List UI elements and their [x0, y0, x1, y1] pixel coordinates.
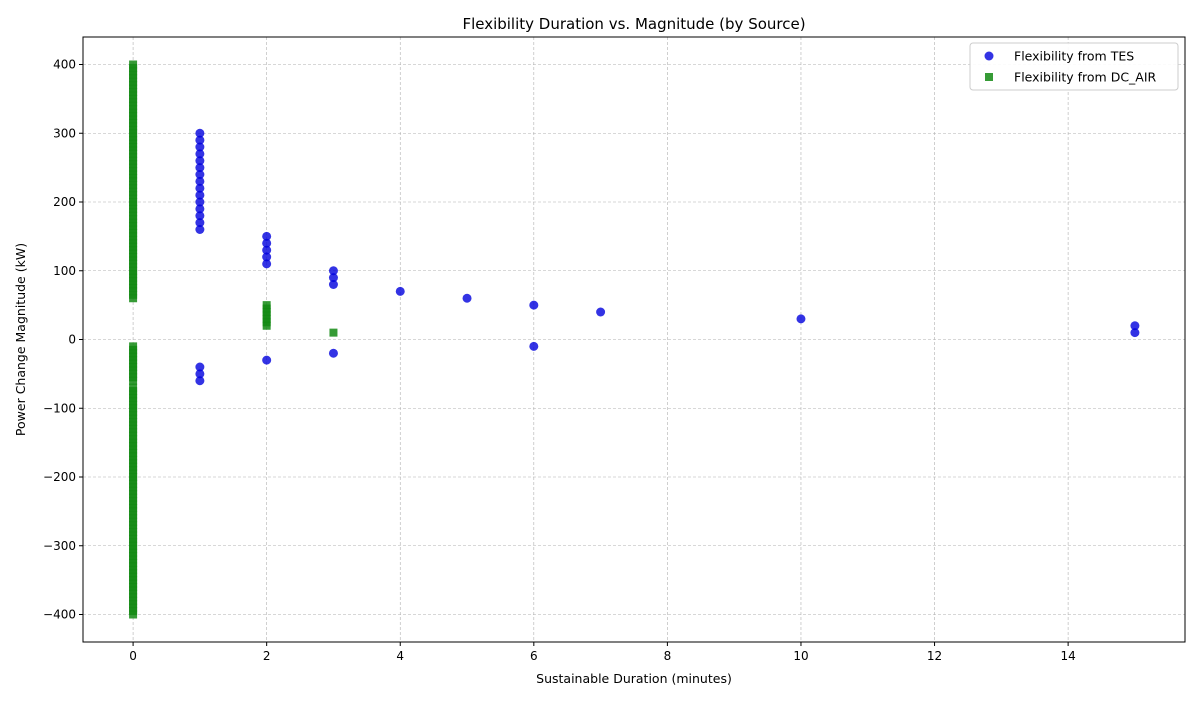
y-tick-label: 400 [53, 58, 76, 72]
y-tick-label: −200 [43, 470, 76, 484]
y-tick-label: 300 [53, 126, 76, 140]
legend: Flexibility from TES Flexibility from DC_… [969, 42, 1179, 91]
x-tick-label: 2 [263, 649, 271, 663]
data-point [262, 355, 272, 365]
data-point [195, 176, 205, 186]
data-point [262, 238, 272, 248]
data-point [195, 218, 205, 228]
data-point [129, 376, 138, 385]
data-point [195, 170, 205, 179]
x-axis-title: Sustainable Duration (minutes) [536, 671, 732, 686]
x-tick-label: 8 [664, 649, 672, 663]
data-point [195, 183, 205, 193]
data-point [195, 128, 205, 138]
data-point [329, 328, 338, 337]
x-tick-label: 4 [396, 649, 404, 663]
series-dc-air [129, 60, 338, 619]
data-point [195, 190, 205, 200]
grid-layer [83, 37, 1185, 642]
data-point [195, 211, 205, 221]
data-point [395, 286, 405, 296]
x-tick-label: 6 [530, 649, 538, 663]
data-point [328, 280, 338, 289]
y-axis-title: Power Change Magnitude (kW) [13, 243, 28, 436]
data-point [262, 245, 272, 255]
data-point [596, 307, 606, 317]
y-tick-label: 100 [53, 264, 76, 278]
legend-marker-square [985, 73, 993, 81]
data-point [195, 163, 205, 173]
data-point [195, 369, 205, 379]
data-point [462, 293, 472, 303]
y-tick-label: −400 [43, 608, 76, 622]
y-tick-label: −100 [43, 401, 76, 415]
chart-title: Flexibility Duration vs. Magnitude (by S… [462, 15, 805, 33]
y-tick-label: −300 [43, 539, 76, 553]
data-point [262, 259, 272, 269]
legend-label: Flexibility from TES [1014, 49, 1134, 64]
points-layer [129, 60, 1140, 619]
data-point [262, 231, 272, 241]
data-point [529, 341, 539, 351]
y-tick-label: 200 [53, 195, 76, 209]
data-point [328, 273, 338, 283]
data-point [195, 142, 205, 152]
data-point [262, 321, 271, 330]
data-point [195, 204, 205, 214]
ticks-layer: 0 2 4 6 8 10 12 14 −400 −300 −200 −100 0 100 200 300 400 [43, 58, 1076, 664]
y-tick-label: 0 [68, 333, 76, 347]
data-point [129, 610, 138, 619]
series-tes [195, 128, 1140, 386]
data-point [195, 135, 205, 145]
data-point [195, 225, 205, 234]
data-point [262, 252, 272, 262]
data-point [529, 300, 539, 310]
data-point [195, 197, 205, 207]
data-point [1130, 328, 1140, 338]
data-point [796, 314, 806, 324]
x-tick-label: 0 [129, 649, 137, 663]
legend-label: Flexibility from DC_AIR [1014, 70, 1157, 85]
data-point [195, 156, 205, 166]
x-tick-label: 10 [793, 649, 808, 663]
legend-box [969, 42, 1179, 91]
data-point [328, 266, 338, 276]
data-point [328, 348, 338, 358]
data-point [195, 362, 205, 372]
x-tick-label: 12 [927, 649, 942, 663]
data-point [1130, 321, 1140, 331]
data-point [129, 294, 138, 303]
data-point [195, 376, 205, 386]
legend-marker-circle [984, 51, 994, 61]
data-point [195, 149, 205, 159]
x-tick-label: 14 [1060, 649, 1075, 663]
